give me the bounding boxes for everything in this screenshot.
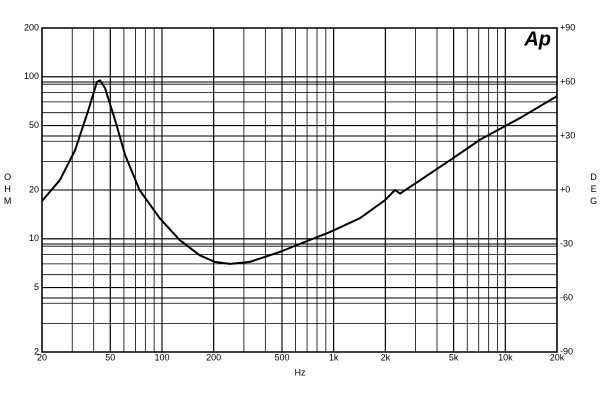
y2-axis-label: DEG [589, 172, 599, 208]
x-tick-label: 2k [381, 352, 391, 362]
y2-tick-label: +0 [560, 184, 570, 194]
y-tick-label: 2 [34, 346, 39, 356]
y2-tick-label: -90 [560, 346, 573, 356]
x-tick-label: 20k [550, 352, 565, 362]
plot-frame [41, 27, 558, 353]
x-tick-label: 100 [154, 352, 169, 362]
y-tick-label: 10 [29, 233, 39, 243]
y-axis-label: OHM [3, 172, 13, 208]
x-tick-label: 10k [498, 352, 513, 362]
y2-tick-label: -60 [560, 292, 573, 302]
y2-tick-label: +60 [560, 76, 575, 86]
y2-tick-label: +30 [560, 130, 575, 140]
x-tick-label: 20 [37, 352, 47, 362]
x-tick-label: 500 [274, 352, 289, 362]
x-tick-label: 200 [206, 352, 221, 362]
logo: Ap [523, 28, 551, 50]
y-tick-label: 20 [29, 184, 39, 194]
y-tick-label: 50 [29, 120, 39, 130]
y2-tick-label: -30 [560, 238, 573, 248]
y-tick-label: 5 [34, 282, 39, 292]
x-tick-label: 5k [449, 352, 459, 362]
y-tick-label: 100 [24, 71, 39, 81]
y-tick-label: 200 [24, 22, 39, 32]
x-tick-label: 50 [105, 352, 115, 362]
impedance-line [41, 79, 558, 265]
x-tick-label: 1k [329, 352, 339, 362]
x-axis-label: Hz [295, 367, 306, 377]
y2-tick-label: +90 [560, 22, 575, 32]
